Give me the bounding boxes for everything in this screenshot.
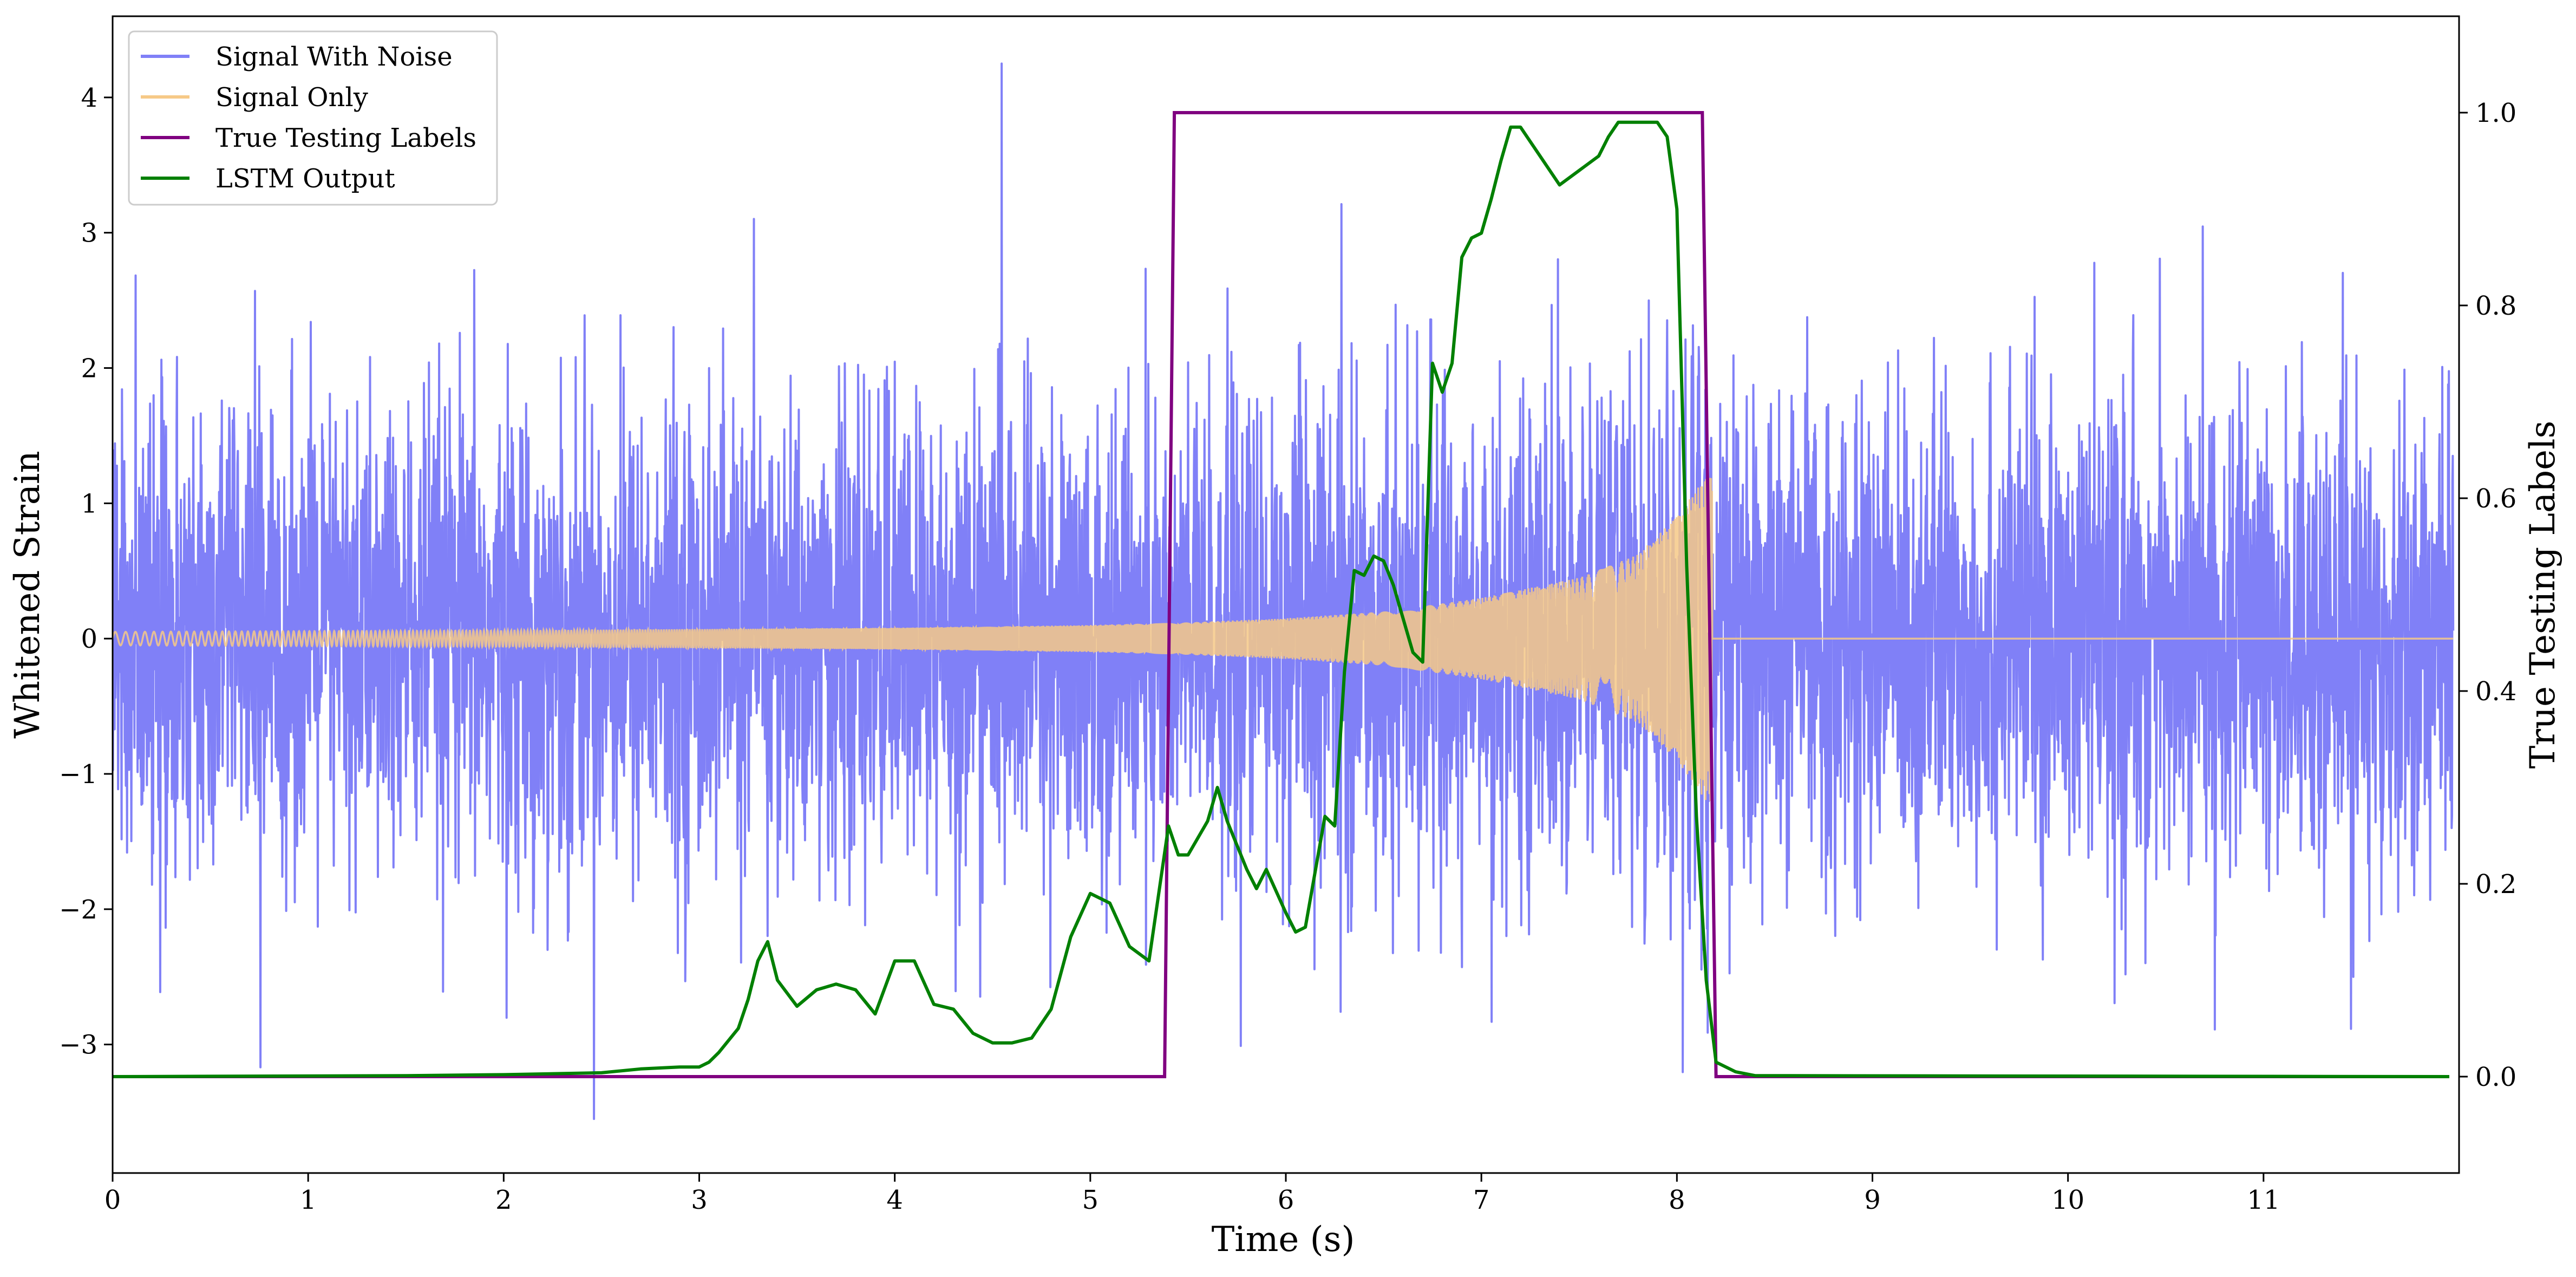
y-axis-label-right: True Testing Labels bbox=[2523, 421, 2563, 769]
legend-label: Signal With Noise bbox=[215, 42, 453, 72]
x-tick-label: 10 bbox=[2051, 1185, 2084, 1215]
x-tick-label: 0 bbox=[104, 1185, 121, 1215]
x-tick-label: 3 bbox=[691, 1185, 708, 1215]
x-tick-label: 2 bbox=[495, 1185, 512, 1215]
legend: Signal With Noise Signal Only True Testing… bbox=[128, 30, 498, 206]
y-left-tick-label: 4 bbox=[81, 83, 97, 113]
legend-label: True Testing Labels bbox=[215, 123, 476, 153]
y-right-tick-label: 1.0 bbox=[2475, 98, 2516, 128]
x-axis-label: Time (s) bbox=[1212, 1220, 1355, 1260]
series-lstm-output bbox=[113, 120, 2449, 1078]
y-left-tick-label: −2 bbox=[59, 895, 97, 925]
legend-label: LSTM Output bbox=[215, 164, 395, 194]
y-left-tick-label: 3 bbox=[81, 218, 97, 249]
x-tick-label: 5 bbox=[1082, 1185, 1099, 1215]
y-right-tick-label: 0.8 bbox=[2475, 291, 2516, 321]
x-tick-label: 8 bbox=[1669, 1185, 1685, 1215]
y-right-tick-label: 0.2 bbox=[2475, 869, 2516, 900]
y-left-tick-label: 0 bbox=[81, 624, 97, 654]
series-signal-only bbox=[113, 478, 2454, 802]
x-tick-label: 4 bbox=[886, 1185, 903, 1215]
axes: 0 1 2 3 4 5 6 7 8 9 10 11 −3 −2 −1 0 1 2 3 4 0.0 0.2 0.4 0.6 0.8… bbox=[59, 83, 2516, 1215]
x-tick-label: 11 bbox=[2247, 1185, 2280, 1215]
x-tick-label: 7 bbox=[1473, 1185, 1490, 1215]
x-tick-label: 6 bbox=[1278, 1185, 1294, 1215]
y-left-tick-label: 2 bbox=[81, 354, 97, 384]
x-tick-label: 1 bbox=[300, 1185, 317, 1215]
x-tick-label: 9 bbox=[1864, 1185, 1881, 1215]
series-signal-with-noise bbox=[113, 62, 2455, 1120]
y-axis-label-left: Whitened Strain bbox=[8, 451, 48, 738]
legend-label: Signal Only bbox=[215, 82, 368, 113]
plot-area bbox=[113, 62, 2455, 1120]
y-right-tick-label: 0.4 bbox=[2475, 676, 2516, 707]
y-left-tick-label: −3 bbox=[59, 1030, 97, 1060]
y-left-tick-label: −1 bbox=[59, 759, 97, 790]
y-left-tick-label: 1 bbox=[81, 488, 97, 519]
y-right-tick-label: 0.0 bbox=[2475, 1062, 2516, 1092]
y-right-tick-label: 0.6 bbox=[2475, 484, 2516, 514]
legend-box bbox=[128, 30, 498, 206]
